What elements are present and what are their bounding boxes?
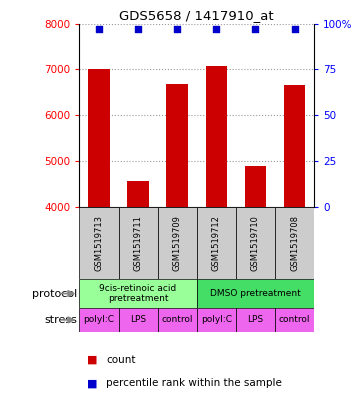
Point bbox=[174, 26, 180, 32]
Bar bbox=[236, 207, 275, 279]
Text: GSM1519711: GSM1519711 bbox=[134, 215, 143, 271]
Bar bbox=[275, 308, 314, 332]
Bar bbox=[158, 207, 197, 279]
Bar bbox=[158, 308, 197, 332]
Point bbox=[252, 26, 258, 32]
Bar bbox=[166, 84, 188, 207]
Text: ■: ■ bbox=[87, 378, 97, 388]
Bar bbox=[88, 69, 110, 207]
Bar bbox=[127, 181, 149, 207]
Bar bbox=[275, 207, 314, 279]
Text: DMSO pretreatment: DMSO pretreatment bbox=[210, 289, 301, 298]
Bar bbox=[118, 207, 158, 279]
Text: protocol: protocol bbox=[32, 288, 77, 299]
Title: GDS5658 / 1417910_at: GDS5658 / 1417910_at bbox=[119, 9, 274, 22]
Text: control: control bbox=[279, 316, 310, 324]
Text: percentile rank within the sample: percentile rank within the sample bbox=[106, 378, 282, 388]
Bar bbox=[197, 279, 314, 308]
Point bbox=[96, 26, 102, 32]
Text: ■: ■ bbox=[87, 354, 97, 365]
Text: LPS: LPS bbox=[247, 316, 264, 324]
Bar bbox=[118, 308, 158, 332]
Bar bbox=[79, 279, 197, 308]
Bar bbox=[79, 308, 118, 332]
Text: 9cis-retinoic acid
pretreatment: 9cis-retinoic acid pretreatment bbox=[100, 284, 177, 303]
Bar bbox=[79, 207, 118, 279]
Bar bbox=[197, 308, 236, 332]
Text: GSM1519712: GSM1519712 bbox=[212, 215, 221, 271]
Text: GSM1519708: GSM1519708 bbox=[290, 215, 299, 271]
Text: GSM1519709: GSM1519709 bbox=[173, 215, 182, 271]
Text: LPS: LPS bbox=[130, 316, 146, 324]
Text: control: control bbox=[161, 316, 193, 324]
Point bbox=[135, 26, 141, 32]
Bar bbox=[197, 207, 236, 279]
Bar bbox=[245, 165, 266, 207]
Text: GSM1519713: GSM1519713 bbox=[95, 215, 104, 271]
Bar bbox=[284, 85, 305, 207]
Point bbox=[213, 26, 219, 32]
Text: polyI:C: polyI:C bbox=[201, 316, 232, 324]
Bar bbox=[236, 308, 275, 332]
Bar bbox=[205, 66, 227, 207]
Text: count: count bbox=[106, 354, 136, 365]
Text: polyI:C: polyI:C bbox=[83, 316, 114, 324]
Text: stress: stress bbox=[44, 315, 77, 325]
Text: GSM1519710: GSM1519710 bbox=[251, 215, 260, 271]
Point bbox=[292, 26, 297, 32]
